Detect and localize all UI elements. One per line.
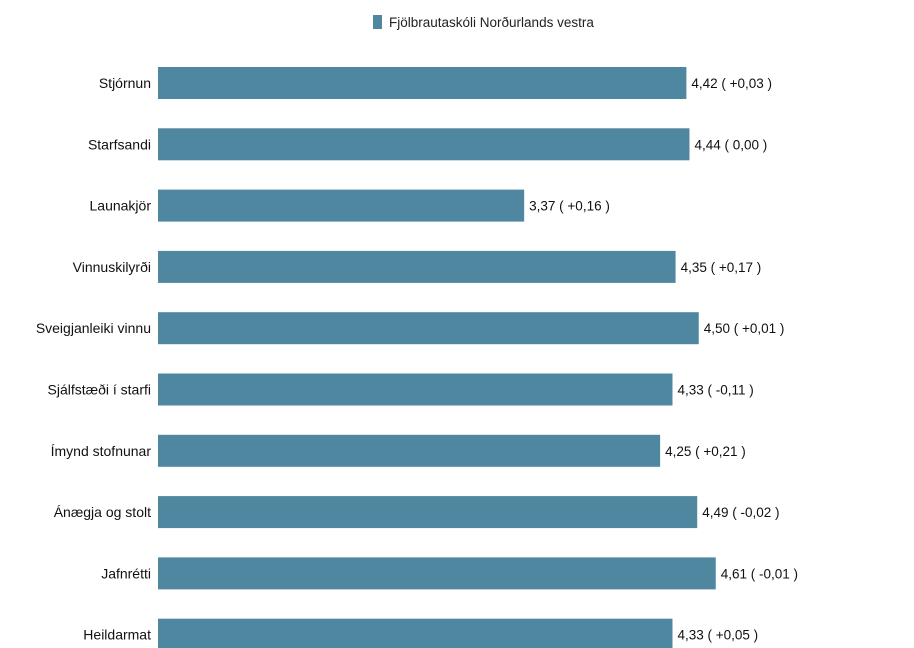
category-label: Ánægja og stolt <box>54 504 151 520</box>
bar <box>158 496 698 529</box>
category-label: Launakjör <box>90 198 152 214</box>
data-label: 4,33 ( +0,05 ) <box>677 628 758 643</box>
data-label: 3,37 ( +0,16 ) <box>529 199 610 214</box>
bar <box>158 67 687 99</box>
category-label: Starfsandi <box>88 136 151 152</box>
category-label: Heildarmat <box>83 627 151 643</box>
legend: Fjölbrautaskóli Norðurlands vestra <box>373 15 594 30</box>
legend-label: Fjölbrautaskóli Norðurlands vestra <box>389 15 594 30</box>
bar <box>158 434 661 467</box>
category-label: Stjórnun <box>99 75 151 91</box>
bars: Stjórnun 4,42 ( +0,03 ) Starfsandi 4,44 ( 0… <box>36 67 798 648</box>
data-label: 4,49 ( -0,02 ) <box>702 505 779 520</box>
data-label: 4,50 ( +0,01 ) <box>704 321 785 336</box>
bar <box>158 189 525 222</box>
bar <box>158 128 690 161</box>
data-label: 4,33 ( -0,11 ) <box>677 383 753 398</box>
data-label: 4,42 ( +0,03 ) <box>691 76 772 91</box>
bar <box>158 373 673 406</box>
data-label: 4,61 ( -0,01 ) <box>721 566 798 581</box>
bar <box>158 250 676 283</box>
category-label: Ímynd stofnunar <box>51 443 152 459</box>
category-label: Vinnuskilyrði <box>73 259 151 275</box>
bar <box>158 618 673 648</box>
category-label: Sveigjanleiki vinnu <box>36 320 151 336</box>
data-label: 4,44 ( 0,00 ) <box>694 137 767 152</box>
bar <box>158 312 699 345</box>
data-label: 4,35 ( +0,17 ) <box>681 260 762 275</box>
data-label: 4,25 ( +0,21 ) <box>665 444 746 459</box>
category-label: Sjálfstæði í starfi <box>48 382 151 398</box>
bar <box>158 557 716 590</box>
category-label: Jafnrétti <box>101 565 151 581</box>
legend-swatch <box>373 15 382 29</box>
